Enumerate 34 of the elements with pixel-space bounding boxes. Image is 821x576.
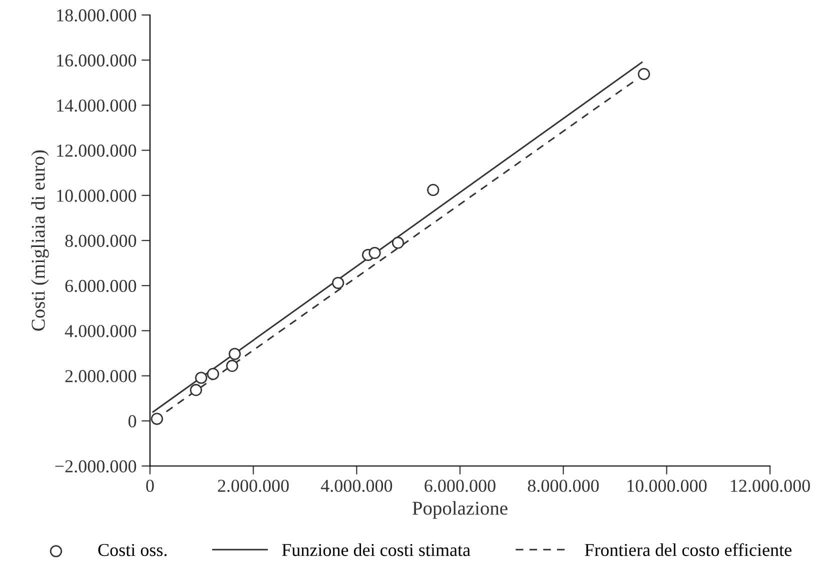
point [228, 348, 241, 360]
x-tick-label: 8.000.000 [528, 480, 599, 492]
point [368, 246, 381, 259]
x-tick-label: 6.000.000 [424, 480, 496, 492]
legend-label: Funzione dei costi stimata [282, 543, 470, 556]
y-tick-label: 18.000.000 [57, 9, 136, 22]
point [226, 360, 238, 372]
y-tick-label: 10.000.000 [57, 190, 136, 202]
point [427, 184, 440, 196]
point [190, 384, 202, 396]
point [392, 236, 404, 249]
y-tick-label: 14.000.000 [57, 99, 136, 112]
y-tick-label: 12.000.000 [57, 144, 136, 157]
legend-label: Frontiera del costo efficiente [584, 543, 792, 556]
y-tick-label: 8.000.000 [65, 234, 136, 248]
y-tick-label: 2.000.000 [65, 370, 136, 382]
x-tick-label: 4.000.000 [320, 480, 392, 492]
y-tick-label: 6.000.000 [65, 280, 136, 292]
point [150, 412, 164, 425]
x-axis-title: Popolazione [412, 501, 508, 519]
y-tick-label: 16.000.000 [57, 54, 136, 67]
x-tick-label: 0 [146, 480, 154, 492]
point [206, 368, 220, 380]
x-tick-label: 2.000.000 [218, 480, 289, 492]
x-tick-label: 10.000.000 [628, 480, 707, 492]
point [332, 276, 344, 289]
y-tick-label: 0 [128, 415, 136, 428]
y-axis-title: Costi (migliaia di euro) [31, 150, 49, 331]
point [195, 372, 208, 384]
y-tick-label: 4.000.000 [64, 324, 136, 338]
x-tick-label: 12.000.000 [730, 480, 810, 492]
point [638, 68, 650, 80]
legend-label: Costi oss. [98, 544, 167, 556]
y-tick-label: −2.000.000 [55, 460, 136, 473]
